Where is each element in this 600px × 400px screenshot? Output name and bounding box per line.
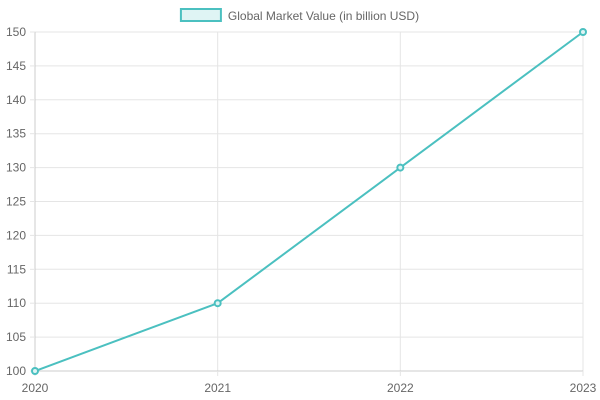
x-tick-label: 2020: [22, 381, 49, 395]
y-axis-ticks: 100 105 110 115 120 125 130 135 140 145 150: [6, 25, 35, 378]
grid: [34, 31, 584, 372]
series: [31, 28, 587, 375]
y-tick-label: 145: [6, 59, 26, 73]
y-tick-label: 110: [7, 296, 26, 310]
data-point[interactable]: [213, 299, 222, 308]
x-tick-label: 2023: [570, 381, 597, 395]
x-tick-label: 2021: [204, 381, 231, 395]
y-tick-label: 150: [6, 25, 26, 39]
x-axis-ticks: 2020 2021 2022 2023: [22, 371, 597, 395]
y-tick-label: 135: [6, 127, 26, 141]
data-point[interactable]: [31, 367, 39, 375]
data-point[interactable]: [579, 28, 587, 36]
data-point[interactable]: [396, 163, 405, 172]
y-tick-label: 120: [6, 228, 26, 242]
x-tick-label: 2022: [387, 381, 414, 395]
y-tick-label: 125: [6, 195, 26, 209]
y-tick-label: 115: [7, 262, 26, 276]
y-tick-label: 140: [6, 93, 26, 107]
legend[interactable]: Global Market Value (in billion USD): [179, 8, 419, 23]
y-tick-label: 130: [6, 161, 26, 175]
series-line: [34, 31, 584, 372]
legend-label[interactable]: Global Market Value (in billion USD): [228, 9, 419, 23]
y-tick-label: 105: [6, 330, 26, 344]
legend-swatch[interactable]: [179, 8, 222, 22]
y-tick-label: 100: [6, 364, 26, 378]
